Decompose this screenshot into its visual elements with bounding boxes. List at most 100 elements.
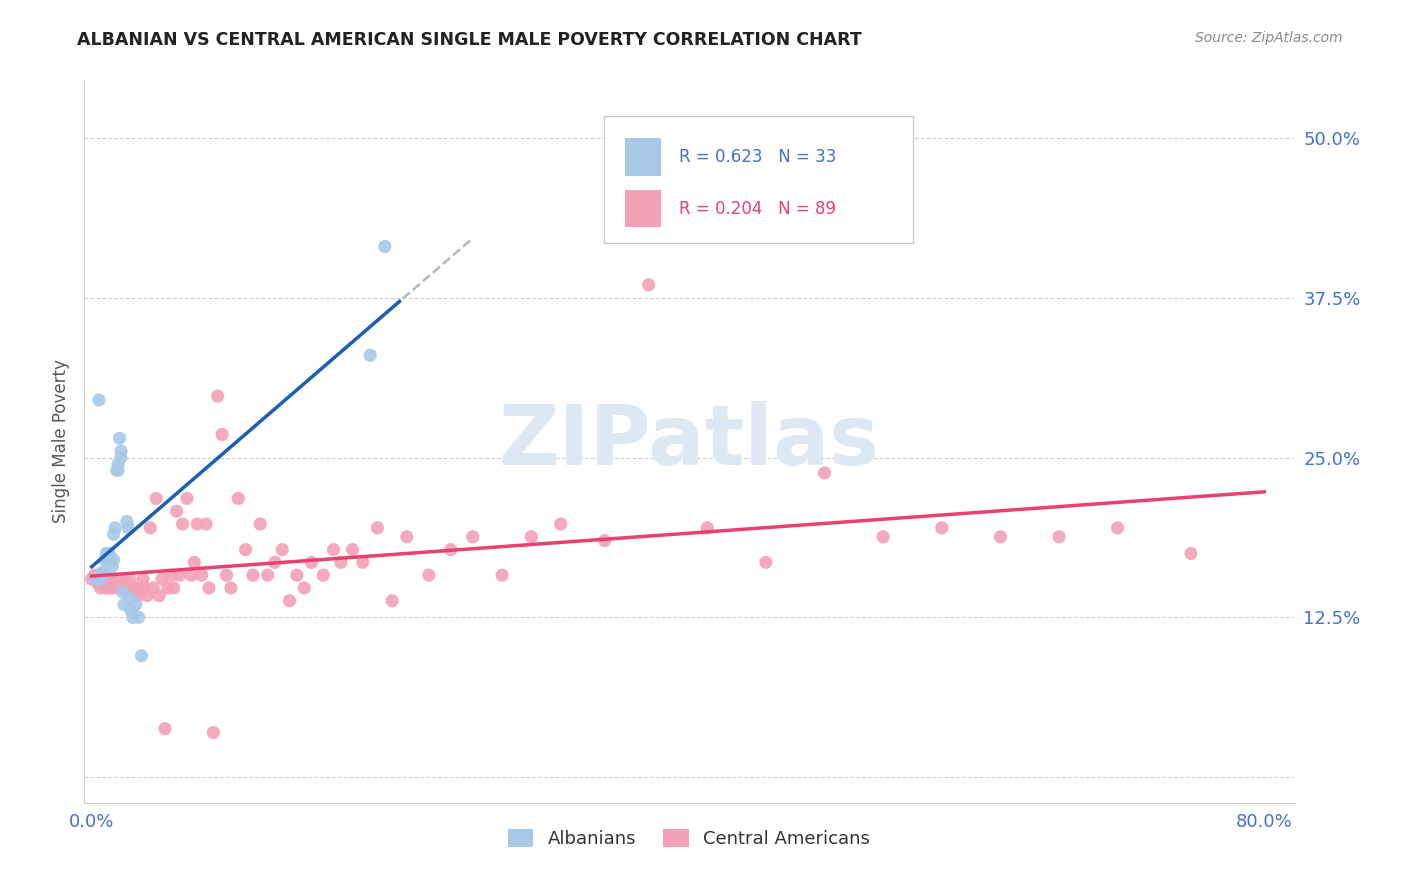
Point — [550, 516, 572, 531]
Point — [872, 530, 894, 544]
Point — [190, 568, 212, 582]
Point — [215, 568, 238, 582]
Point — [142, 581, 165, 595]
Point — [93, 566, 115, 580]
Point — [118, 591, 141, 606]
Point — [153, 722, 176, 736]
Point — [96, 553, 118, 567]
Text: R = 0.623   N = 33: R = 0.623 N = 33 — [679, 148, 837, 166]
Point — [219, 581, 242, 595]
Point — [342, 542, 364, 557]
Point — [491, 568, 513, 582]
Point — [91, 566, 114, 580]
Point — [156, 581, 179, 595]
Point — [418, 568, 440, 582]
Text: Source: ZipAtlas.com: Source: ZipAtlas.com — [1195, 31, 1343, 45]
Point — [198, 581, 221, 595]
Point — [124, 584, 146, 599]
Point — [235, 542, 257, 557]
Point — [461, 530, 484, 544]
Point — [195, 516, 218, 531]
Point — [98, 581, 121, 595]
Point — [118, 572, 141, 586]
Point — [128, 610, 150, 624]
Point — [84, 572, 107, 586]
Point — [329, 555, 352, 569]
Point — [226, 491, 249, 506]
Point — [202, 725, 225, 739]
Point — [112, 572, 135, 586]
Point — [150, 572, 173, 586]
Point — [292, 581, 315, 595]
Point — [278, 593, 301, 607]
Point — [813, 466, 835, 480]
Text: R = 0.204   N = 89: R = 0.204 N = 89 — [679, 200, 837, 218]
Point — [301, 555, 323, 569]
Point — [93, 572, 115, 586]
Legend: Albanians, Central Americans: Albanians, Central Americans — [501, 822, 877, 855]
Point — [1180, 546, 1202, 560]
Point — [285, 568, 308, 582]
Point — [148, 589, 170, 603]
Point — [111, 581, 134, 595]
Point — [374, 239, 396, 253]
FancyBboxPatch shape — [605, 116, 912, 243]
Point — [176, 491, 198, 506]
Point — [931, 521, 953, 535]
Point — [256, 568, 278, 582]
Point — [121, 581, 143, 595]
Point — [366, 521, 388, 535]
Point — [115, 581, 138, 595]
Point — [169, 568, 191, 582]
Point — [172, 516, 194, 531]
Point — [211, 427, 233, 442]
Text: ALBANIAN VS CENTRAL AMERICAN SINGLE MALE POVERTY CORRELATION CHART: ALBANIAN VS CENTRAL AMERICAN SINGLE MALE… — [77, 31, 862, 49]
Point — [132, 572, 155, 586]
Point — [249, 516, 271, 531]
Point — [105, 463, 128, 477]
Point — [100, 572, 122, 586]
Point — [352, 555, 374, 569]
Point — [145, 491, 167, 506]
Point — [98, 546, 121, 560]
Point — [134, 581, 156, 595]
Point — [103, 553, 125, 567]
Point — [127, 581, 149, 595]
Point — [264, 555, 287, 569]
Point — [117, 521, 139, 535]
Point — [381, 593, 404, 607]
Point — [107, 581, 129, 595]
FancyBboxPatch shape — [624, 190, 661, 227]
Point — [139, 521, 162, 535]
Point — [180, 568, 202, 582]
Point — [322, 542, 344, 557]
Text: ZIPatlas: ZIPatlas — [499, 401, 879, 482]
Point — [166, 504, 188, 518]
Point — [108, 431, 131, 445]
Point — [1047, 530, 1070, 544]
Point — [87, 572, 110, 586]
Point — [100, 553, 122, 567]
Point — [520, 530, 543, 544]
Point — [1107, 521, 1129, 535]
Point — [186, 516, 208, 531]
Point — [593, 533, 616, 548]
Point — [207, 389, 229, 403]
Point — [124, 598, 146, 612]
Point — [117, 584, 139, 599]
Point — [120, 604, 142, 618]
Point — [440, 542, 463, 557]
Point — [83, 568, 105, 582]
Point — [121, 610, 143, 624]
Point — [94, 553, 117, 567]
Y-axis label: Single Male Poverty: Single Male Poverty — [52, 359, 70, 524]
Point — [104, 575, 127, 590]
Point — [183, 555, 205, 569]
Point — [103, 527, 125, 541]
Point — [86, 575, 108, 590]
Point — [110, 444, 132, 458]
Point — [131, 648, 153, 663]
Point — [755, 555, 778, 569]
Point — [128, 589, 150, 603]
Point — [359, 348, 381, 362]
